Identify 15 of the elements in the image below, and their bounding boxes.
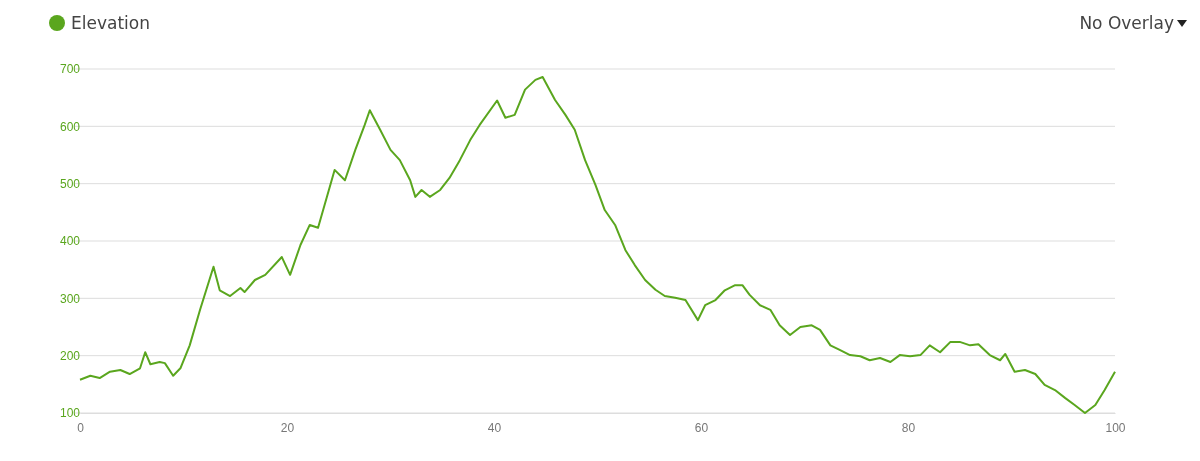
y-tick-label: 700	[59, 62, 81, 77]
y-tick-label: 200	[59, 349, 81, 364]
x-tick-label: 20	[280, 420, 295, 435]
y-tick-label: 600	[59, 119, 81, 134]
y-tick-label: 300	[59, 291, 81, 306]
x-tick-label: 0	[77, 420, 85, 435]
x-tick-label: 100	[1105, 420, 1126, 435]
x-tick-label: 80	[901, 420, 916, 435]
text: No Overlay	[1079, 13, 1174, 33]
y-tick-label: 500	[59, 177, 81, 192]
x-tick-label: 60	[694, 420, 709, 435]
y-tick-label: 100	[59, 406, 81, 421]
y-tick-label: 400	[59, 234, 81, 249]
x-tick-label: 40	[487, 420, 502, 435]
legend-label: Elevation	[71, 13, 150, 33]
